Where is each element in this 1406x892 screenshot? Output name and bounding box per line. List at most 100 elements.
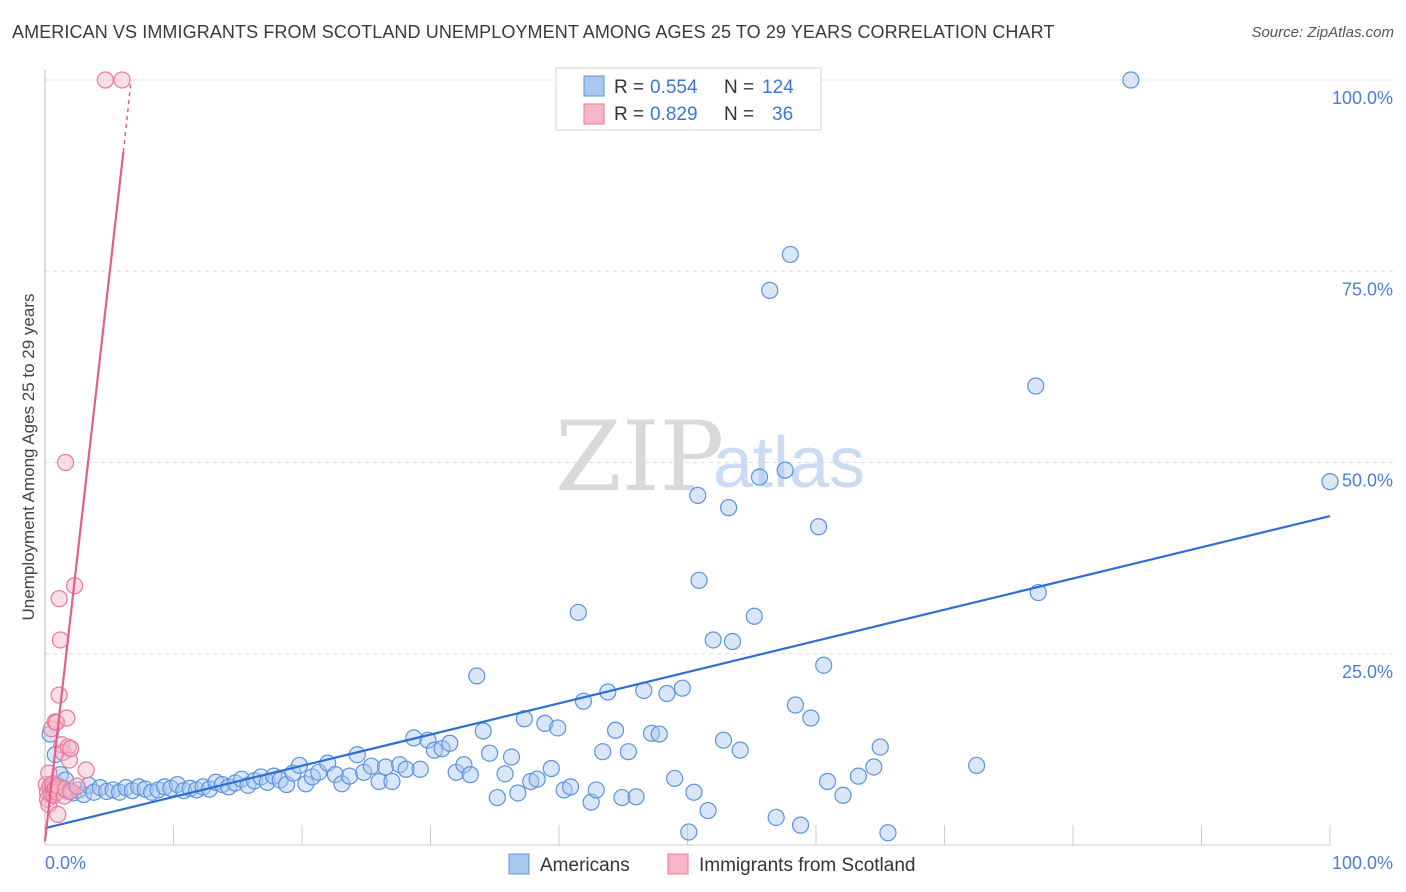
legend-americans-r-label: R = (614, 77, 644, 98)
bottom-legend-americans-swatch (508, 853, 530, 875)
americans-point-115 (791, 816, 810, 834)
legend-scotland-swatch (583, 103, 605, 125)
americans-point-57 (397, 760, 415, 778)
americans-point-72 (502, 748, 521, 766)
y-tick-labels: 100.0% 75.0% 50.0% 25.0% (1332, 88, 1393, 682)
americans-point-116 (802, 709, 820, 727)
americans-point-126 (1027, 377, 1045, 395)
americans-point-79 (549, 719, 567, 737)
trend-lines (43, 79, 1331, 842)
americans-point-82 (569, 603, 587, 622)
scotland-point-15 (47, 783, 66, 801)
legend-americans-n-value: 124 (762, 77, 794, 98)
americans-point-23 (168, 775, 186, 794)
americans-point-102 (699, 801, 717, 820)
americans-point-121 (849, 767, 868, 785)
americans-point-109 (750, 468, 769, 486)
americans-point-55 (383, 772, 401, 791)
y-tick-label-75: 75.0% (1342, 279, 1393, 299)
americans-point-122 (865, 758, 883, 776)
americans-point-99 (685, 783, 703, 801)
americans-point-21 (155, 778, 174, 796)
americans-point-88 (606, 721, 625, 739)
americans-point-86 (594, 743, 612, 761)
chart-title: AMERICAN VS IMMIGRANTS FROM SCOTLAND UNE… (12, 22, 1055, 42)
americans-point-124 (879, 824, 897, 842)
grid-lines (45, 79, 1393, 655)
americans-point-125 (968, 756, 986, 775)
americans-point-119 (818, 772, 837, 791)
americans-point-90 (619, 743, 637, 761)
scotland-point-33 (77, 761, 95, 779)
x-tick-label-0: 0.0% (45, 853, 86, 873)
source-label: Source: ZipAtlas.com (1251, 24, 1394, 41)
watermark-zip: ZIP (555, 401, 724, 513)
scotland-point-19 (50, 590, 68, 608)
americans-point-129 (1321, 473, 1339, 491)
americans-point-118 (815, 656, 833, 674)
americans-point-81 (561, 778, 580, 796)
americans-point-113 (781, 245, 799, 264)
americans-point-111 (767, 808, 785, 827)
americans-point-59 (411, 760, 429, 778)
scotland-point-18 (50, 686, 68, 704)
americans-point-104 (714, 731, 733, 749)
y-tick-label-25: 25.0% (1342, 662, 1393, 682)
americans-point-91 (627, 788, 645, 806)
americans-point-45 (310, 763, 328, 781)
americans-point-96 (666, 769, 684, 788)
americans-trend-line (44, 514, 1331, 830)
americans-point-65 (455, 756, 473, 774)
americans-point-108 (745, 607, 763, 625)
legend-americans-swatch (583, 75, 605, 97)
americans-point-67 (468, 667, 486, 685)
americans-point-70 (488, 788, 506, 807)
scotland-trend-extension (122, 79, 132, 152)
americans-point-69 (481, 744, 499, 762)
americans-point-68 (474, 722, 492, 740)
americans-point-66 (461, 766, 479, 784)
americans-point-123 (871, 738, 889, 756)
americans-point-43 (297, 775, 315, 793)
americans-point-112 (776, 461, 794, 479)
americans-point-49 (340, 767, 359, 785)
americans-point-114 (786, 696, 805, 714)
americans-point-71 (496, 765, 514, 783)
scotland-point-35 (113, 71, 131, 89)
americans-point-98 (680, 823, 698, 841)
legend-americans-r-value: 0.554 (650, 77, 698, 98)
americans-point-12 (98, 782, 116, 801)
americans-point-97 (673, 679, 691, 697)
legend-box: R = 0.554 N = 124 R = 0.829 N = 36 (555, 67, 822, 131)
americans-point-95 (658, 684, 676, 703)
legend-scotland-r-label: R = (614, 104, 644, 125)
y-tick-label-50: 50.0% (1342, 471, 1393, 491)
americans-point-107 (731, 741, 749, 759)
americans-point-73 (509, 784, 527, 802)
americans-point-105 (720, 499, 738, 517)
legend-scotland-n-label: N = (724, 104, 754, 125)
americans-point-106 (723, 632, 742, 651)
bottom-legend-scotland-label: Immigrants from Scotland (699, 855, 915, 876)
y-tick-label-100: 100.0% (1332, 88, 1393, 108)
scotland-trend-line (43, 151, 125, 842)
scotland-point-30 (62, 740, 80, 758)
scotland-point-25 (56, 453, 75, 472)
legend-scotland-r-value: 0.829 (650, 104, 698, 125)
scotland-point-16 (49, 805, 67, 824)
americans-point-128 (1122, 71, 1140, 89)
scotland-point-32 (68, 777, 86, 795)
americans-point-94 (650, 725, 668, 743)
bottom-legend-americans-label: Americans (540, 855, 630, 876)
americans-point-77 (536, 714, 554, 732)
scotland-point-34 (96, 71, 114, 89)
americans-point-53 (370, 772, 388, 791)
scotland-point-26 (58, 709, 76, 727)
americans-point-54 (376, 758, 395, 776)
americans-point-120 (834, 786, 852, 804)
x-axis-ticks (173, 825, 1331, 845)
x-tick-label-100: 100.0% (1332, 853, 1393, 873)
americans-point-110 (761, 281, 779, 299)
americans-point-85 (587, 781, 605, 799)
